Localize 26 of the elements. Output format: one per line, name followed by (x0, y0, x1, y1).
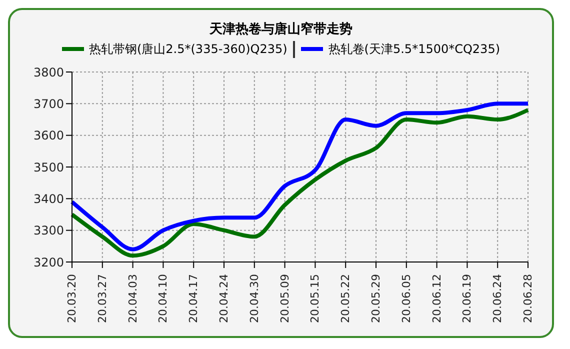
y-tick-label: 3200 (33, 255, 64, 270)
x-tick-label: 20.06.24 (491, 274, 504, 323)
y-tick-label: 3700 (33, 96, 64, 111)
x-tick-label: 20.04.10 (156, 274, 170, 323)
x-tick-label: 20.06.19 (460, 274, 474, 323)
x-tick-label: 20.06.12 (430, 274, 444, 323)
chart-title: 天津热卷与唐山窄带走势 (208, 20, 354, 38)
x-tick-label: 20.06.28 (522, 274, 534, 323)
x-tick-label: 20.03.27 (96, 274, 109, 323)
x-tick-label: 20.04.17 (187, 274, 200, 323)
x-tick-label: 20.05.09 (278, 274, 292, 323)
y-tick-label: 3800 (33, 65, 64, 80)
x-tick-label: 20.03.20 (66, 274, 78, 323)
y-tick-label: 3500 (33, 160, 64, 174)
y-tick-label: 3400 (33, 192, 64, 206)
x-tick-label: 20.04.30 (248, 274, 261, 323)
x-tick-label: 20.04.03 (126, 274, 140, 323)
y-tick-label: 3300 (33, 224, 64, 238)
x-tick-label: 20.05.22 (339, 274, 352, 323)
x-tick-label: 20.06.05 (400, 274, 413, 323)
x-tick-label: 20.05.15 (308, 274, 322, 323)
y-tick-label: 3600 (33, 128, 64, 143)
x-tick-label: 20.04.24 (218, 274, 230, 323)
legend-label: 热轧卷(天津5.5*1500*CQ235) (328, 40, 500, 58)
x-tick-label: 20.05.29 (370, 274, 382, 323)
legend-label: 热轧带钢(唐山2.5*(335-360)Q235) (88, 40, 288, 58)
